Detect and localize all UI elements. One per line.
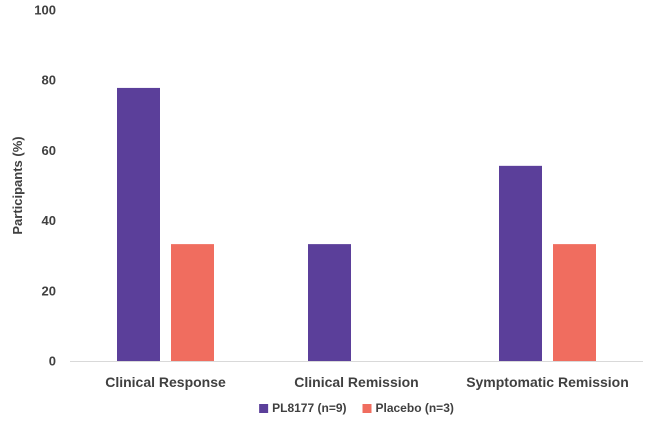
bar-series2 bbox=[553, 244, 596, 361]
y-axis-title: Participants (%) bbox=[10, 136, 25, 234]
y-tick-label: 80 bbox=[42, 73, 56, 88]
bars bbox=[117, 87, 596, 361]
bar-series1 bbox=[117, 87, 160, 361]
x-category-label: Clinical Remission bbox=[294, 374, 418, 390]
legend-swatch bbox=[259, 404, 269, 413]
y-tick-label: 0 bbox=[49, 354, 56, 369]
x-category-label: Clinical Response bbox=[105, 374, 226, 390]
x-axis-categories: Clinical Response Clinical Remission Sympt… bbox=[105, 374, 629, 390]
y-tick-label: 20 bbox=[42, 283, 56, 298]
legend-label: PL8177 (n=9) bbox=[272, 401, 346, 415]
legend-label: Placebo (n=3) bbox=[376, 401, 454, 415]
x-category-label: Symptomatic Remission bbox=[466, 374, 629, 390]
y-axis-ticks: 0 20 40 60 80 100 bbox=[34, 3, 56, 369]
y-tick-label: 40 bbox=[42, 213, 56, 228]
y-tick-label: 100 bbox=[34, 3, 56, 18]
y-axis-title-group: Participants (%) bbox=[10, 136, 25, 234]
legend: PL8177 (n=9) Placebo (n=3) bbox=[259, 401, 454, 415]
bar-series1 bbox=[499, 165, 542, 361]
y-tick-label: 60 bbox=[42, 143, 56, 158]
legend-swatch bbox=[362, 404, 372, 413]
bar-series1 bbox=[308, 244, 351, 361]
bar-series2 bbox=[171, 244, 214, 361]
